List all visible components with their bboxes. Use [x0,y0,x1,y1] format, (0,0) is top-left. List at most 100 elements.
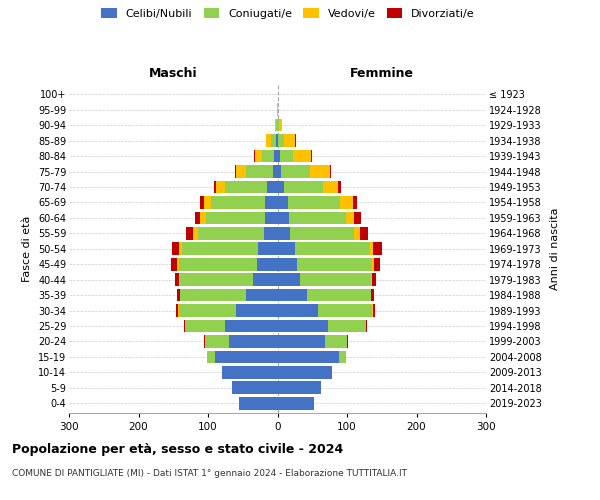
Bar [206,212,265,224]
Bar [353,196,357,208]
Bar [246,165,272,178]
Bar [257,258,277,270]
Bar [295,242,370,255]
Bar [265,212,277,224]
Bar [277,134,278,147]
Bar [277,366,332,378]
Bar [265,196,277,208]
Bar [275,119,276,132]
Y-axis label: Fasce di età: Fasce di età [22,216,32,282]
Bar [179,289,180,302]
Bar [279,119,283,132]
Bar [277,320,328,332]
Bar [277,335,325,348]
Bar [254,150,262,162]
Bar [297,258,372,270]
Bar [215,350,277,363]
Bar [359,227,368,239]
Text: COMUNE DI PANTIGLIATE (MI) - Dati ISTAT 1° gennaio 2024 - Elaborazione TUTTITALI: COMUNE DI PANTIGLIATE (MI) - Dati ISTAT … [12,469,407,478]
Bar [346,212,354,224]
Bar [246,289,277,302]
Bar [277,227,290,239]
Bar [177,258,179,270]
Bar [226,320,277,332]
Bar [366,320,367,332]
Bar [204,196,211,208]
Bar [179,274,180,286]
Bar [272,165,277,178]
Bar [197,227,263,239]
Bar [215,180,226,194]
Bar [374,258,380,270]
Y-axis label: Anni di nascita: Anni di nascita [550,208,560,290]
Bar [277,196,288,208]
Bar [277,350,338,363]
Bar [284,180,323,194]
Bar [182,242,258,255]
Bar [289,212,346,224]
Bar [329,165,331,178]
Bar [300,274,371,286]
Bar [276,134,277,147]
Bar [206,350,215,363]
Bar [290,227,354,239]
Bar [236,165,246,178]
Bar [277,180,284,194]
Bar [222,366,277,378]
Bar [371,289,374,302]
Bar [277,212,289,224]
Bar [172,242,179,255]
Bar [205,335,229,348]
Bar [310,165,329,178]
Bar [370,242,373,255]
Bar [277,119,279,132]
Bar [373,304,375,317]
Bar [193,227,197,239]
Bar [177,289,179,302]
Bar [284,134,295,147]
Bar [328,320,366,332]
Bar [278,134,284,147]
Bar [277,397,314,409]
Bar [318,304,372,317]
Bar [262,150,274,162]
Bar [372,304,373,317]
Bar [232,382,277,394]
Bar [354,227,359,239]
Bar [179,258,257,270]
Bar [323,180,338,194]
Bar [288,196,340,208]
Bar [277,289,307,302]
Bar [307,289,371,302]
Bar [180,274,253,286]
Bar [180,289,246,302]
Bar [271,134,276,147]
Bar [338,180,341,194]
Bar [200,196,204,208]
Bar [175,274,179,286]
Bar [277,150,280,162]
Bar [372,258,374,270]
Bar [276,119,277,132]
Bar [184,320,185,332]
Bar [293,150,311,162]
Bar [372,274,376,286]
Bar [204,335,205,348]
Bar [200,212,206,224]
Bar [187,227,193,239]
Bar [267,180,277,194]
Bar [280,150,293,162]
Legend: Celibi/Nubili, Coniugati/e, Vedovi/e, Divorziati/e: Celibi/Nubili, Coniugati/e, Vedovi/e, Di… [99,6,477,21]
Bar [185,320,226,332]
Bar [226,180,267,194]
Bar [211,196,265,208]
Bar [277,242,295,255]
Bar [340,196,353,208]
Text: Femmine: Femmine [350,68,414,80]
Bar [178,304,179,317]
Text: Popolazione per età, sesso e stato civile - 2024: Popolazione per età, sesso e stato civil… [12,442,343,456]
Bar [325,335,347,348]
Bar [277,104,278,116]
Bar [277,165,281,178]
Bar [195,212,200,224]
